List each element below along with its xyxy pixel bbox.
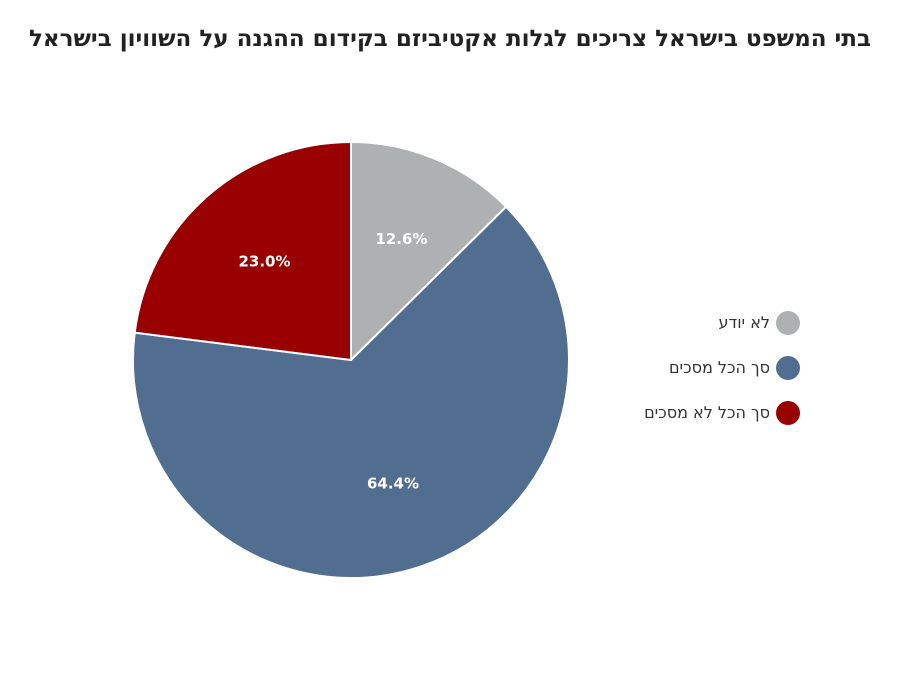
slice-label-total-agree: 64.4% [367, 474, 419, 492]
legend-label-dont-know: לא יודע [718, 313, 770, 332]
legend-label-total-disagree: סך הכל לא מסכים [644, 403, 770, 422]
pie-slice-total-agree[interactable] [132, 205, 570, 579]
legend-swatch-total-disagree [776, 400, 800, 425]
slice-label-total-disagree: 23.0% [238, 252, 290, 270]
legend-swatch-total-agree [776, 355, 800, 380]
legend-item-dont-know[interactable]: לא יודע [600, 300, 800, 345]
legend-label-total-agree: סך הכל מסכים [668, 358, 770, 377]
legend: לא יודע סך הכל מסכים סך הכל לא מסכים [600, 300, 800, 435]
pie-slice-dont-know[interactable] [350, 140, 508, 363]
legend-swatch-dont-know [776, 310, 800, 335]
legend-item-total-agree[interactable]: סך הכל מסכים [600, 345, 800, 390]
pie-slice-total-disagree[interactable] [133, 140, 352, 362]
slice-label-dont-know: 12.6% [375, 230, 427, 248]
chart-title: בתי המשפט בישראל צריכים לגלות אקטיביזם ב… [28, 26, 872, 52]
legend-item-total-disagree[interactable]: סך הכל לא מסכים [600, 390, 800, 435]
